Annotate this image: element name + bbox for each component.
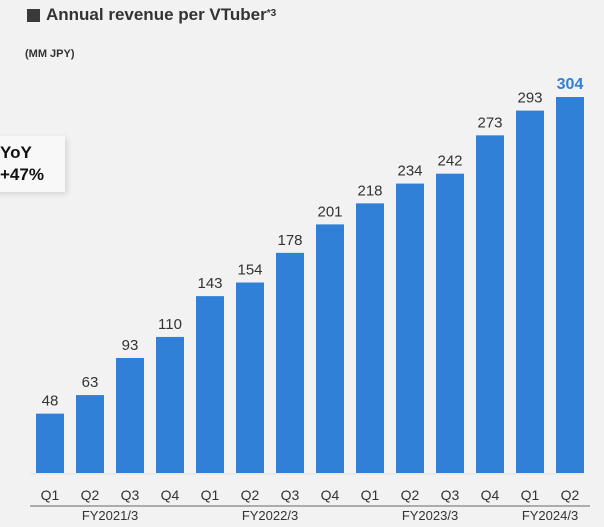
bar xyxy=(476,135,504,473)
unit-label: (MM JPY) xyxy=(25,48,75,60)
x-tick-label: Q2 xyxy=(241,487,260,503)
title-footnote: *3 xyxy=(266,7,277,19)
bar xyxy=(356,203,384,474)
chart-title: Annual revenue per VTuber *3 xyxy=(27,5,276,25)
chart-title-text: Annual revenue per VTuber xyxy=(46,5,267,24)
bar xyxy=(516,110,544,474)
x-tick-label: Q1 xyxy=(41,487,60,503)
data-label: 48 xyxy=(42,393,59,410)
bar xyxy=(156,336,184,473)
bar xyxy=(556,97,584,473)
bar xyxy=(316,224,344,473)
x-tick-label: Q1 xyxy=(361,487,380,503)
x-tick-label: Q1 xyxy=(521,487,540,503)
data-label: 304 xyxy=(557,76,584,93)
group-label: FY2023/3 xyxy=(402,508,458,523)
data-label: 201 xyxy=(317,203,342,220)
data-label: 63 xyxy=(82,374,99,391)
data-label: 273 xyxy=(477,114,502,131)
bar xyxy=(276,252,304,473)
x-tick-label: Q2 xyxy=(81,487,100,503)
data-label: 178 xyxy=(277,232,302,249)
data-label: 242 xyxy=(437,153,462,170)
group-label: FY2021/3 xyxy=(82,508,138,523)
yoy-label: YoY xyxy=(0,143,32,162)
bar xyxy=(436,173,464,473)
data-label: 143 xyxy=(197,275,222,292)
bar xyxy=(396,183,424,473)
group-label: FY2024/3 xyxy=(522,508,578,523)
data-label: 293 xyxy=(517,90,542,107)
x-tick-label: Q4 xyxy=(161,487,180,503)
x-tick-label: Q3 xyxy=(281,487,300,503)
data-label: 234 xyxy=(397,163,422,180)
yoy-callout: YoY +47% xyxy=(0,136,65,192)
data-label: 93 xyxy=(122,337,139,354)
bar xyxy=(196,296,224,473)
data-label: 218 xyxy=(357,182,382,199)
bar xyxy=(236,282,264,473)
x-tick-label: Q4 xyxy=(481,487,500,503)
x-tick-label: Q4 xyxy=(321,487,340,503)
group-label: FY2022/3 xyxy=(242,508,298,523)
title-square-icon xyxy=(27,8,40,22)
x-tick-label: Q3 xyxy=(121,487,140,503)
yoy-value: +47% xyxy=(0,165,44,184)
bar xyxy=(76,395,104,473)
x-tick-label: Q2 xyxy=(401,487,420,503)
data-label: 110 xyxy=(158,316,182,333)
x-tick-label: Q1 xyxy=(201,487,220,503)
data-label: 154 xyxy=(237,262,262,279)
bar xyxy=(116,357,144,473)
x-tick-label: Q2 xyxy=(561,487,580,503)
x-tick-label: Q3 xyxy=(441,487,460,503)
bar xyxy=(36,413,64,473)
